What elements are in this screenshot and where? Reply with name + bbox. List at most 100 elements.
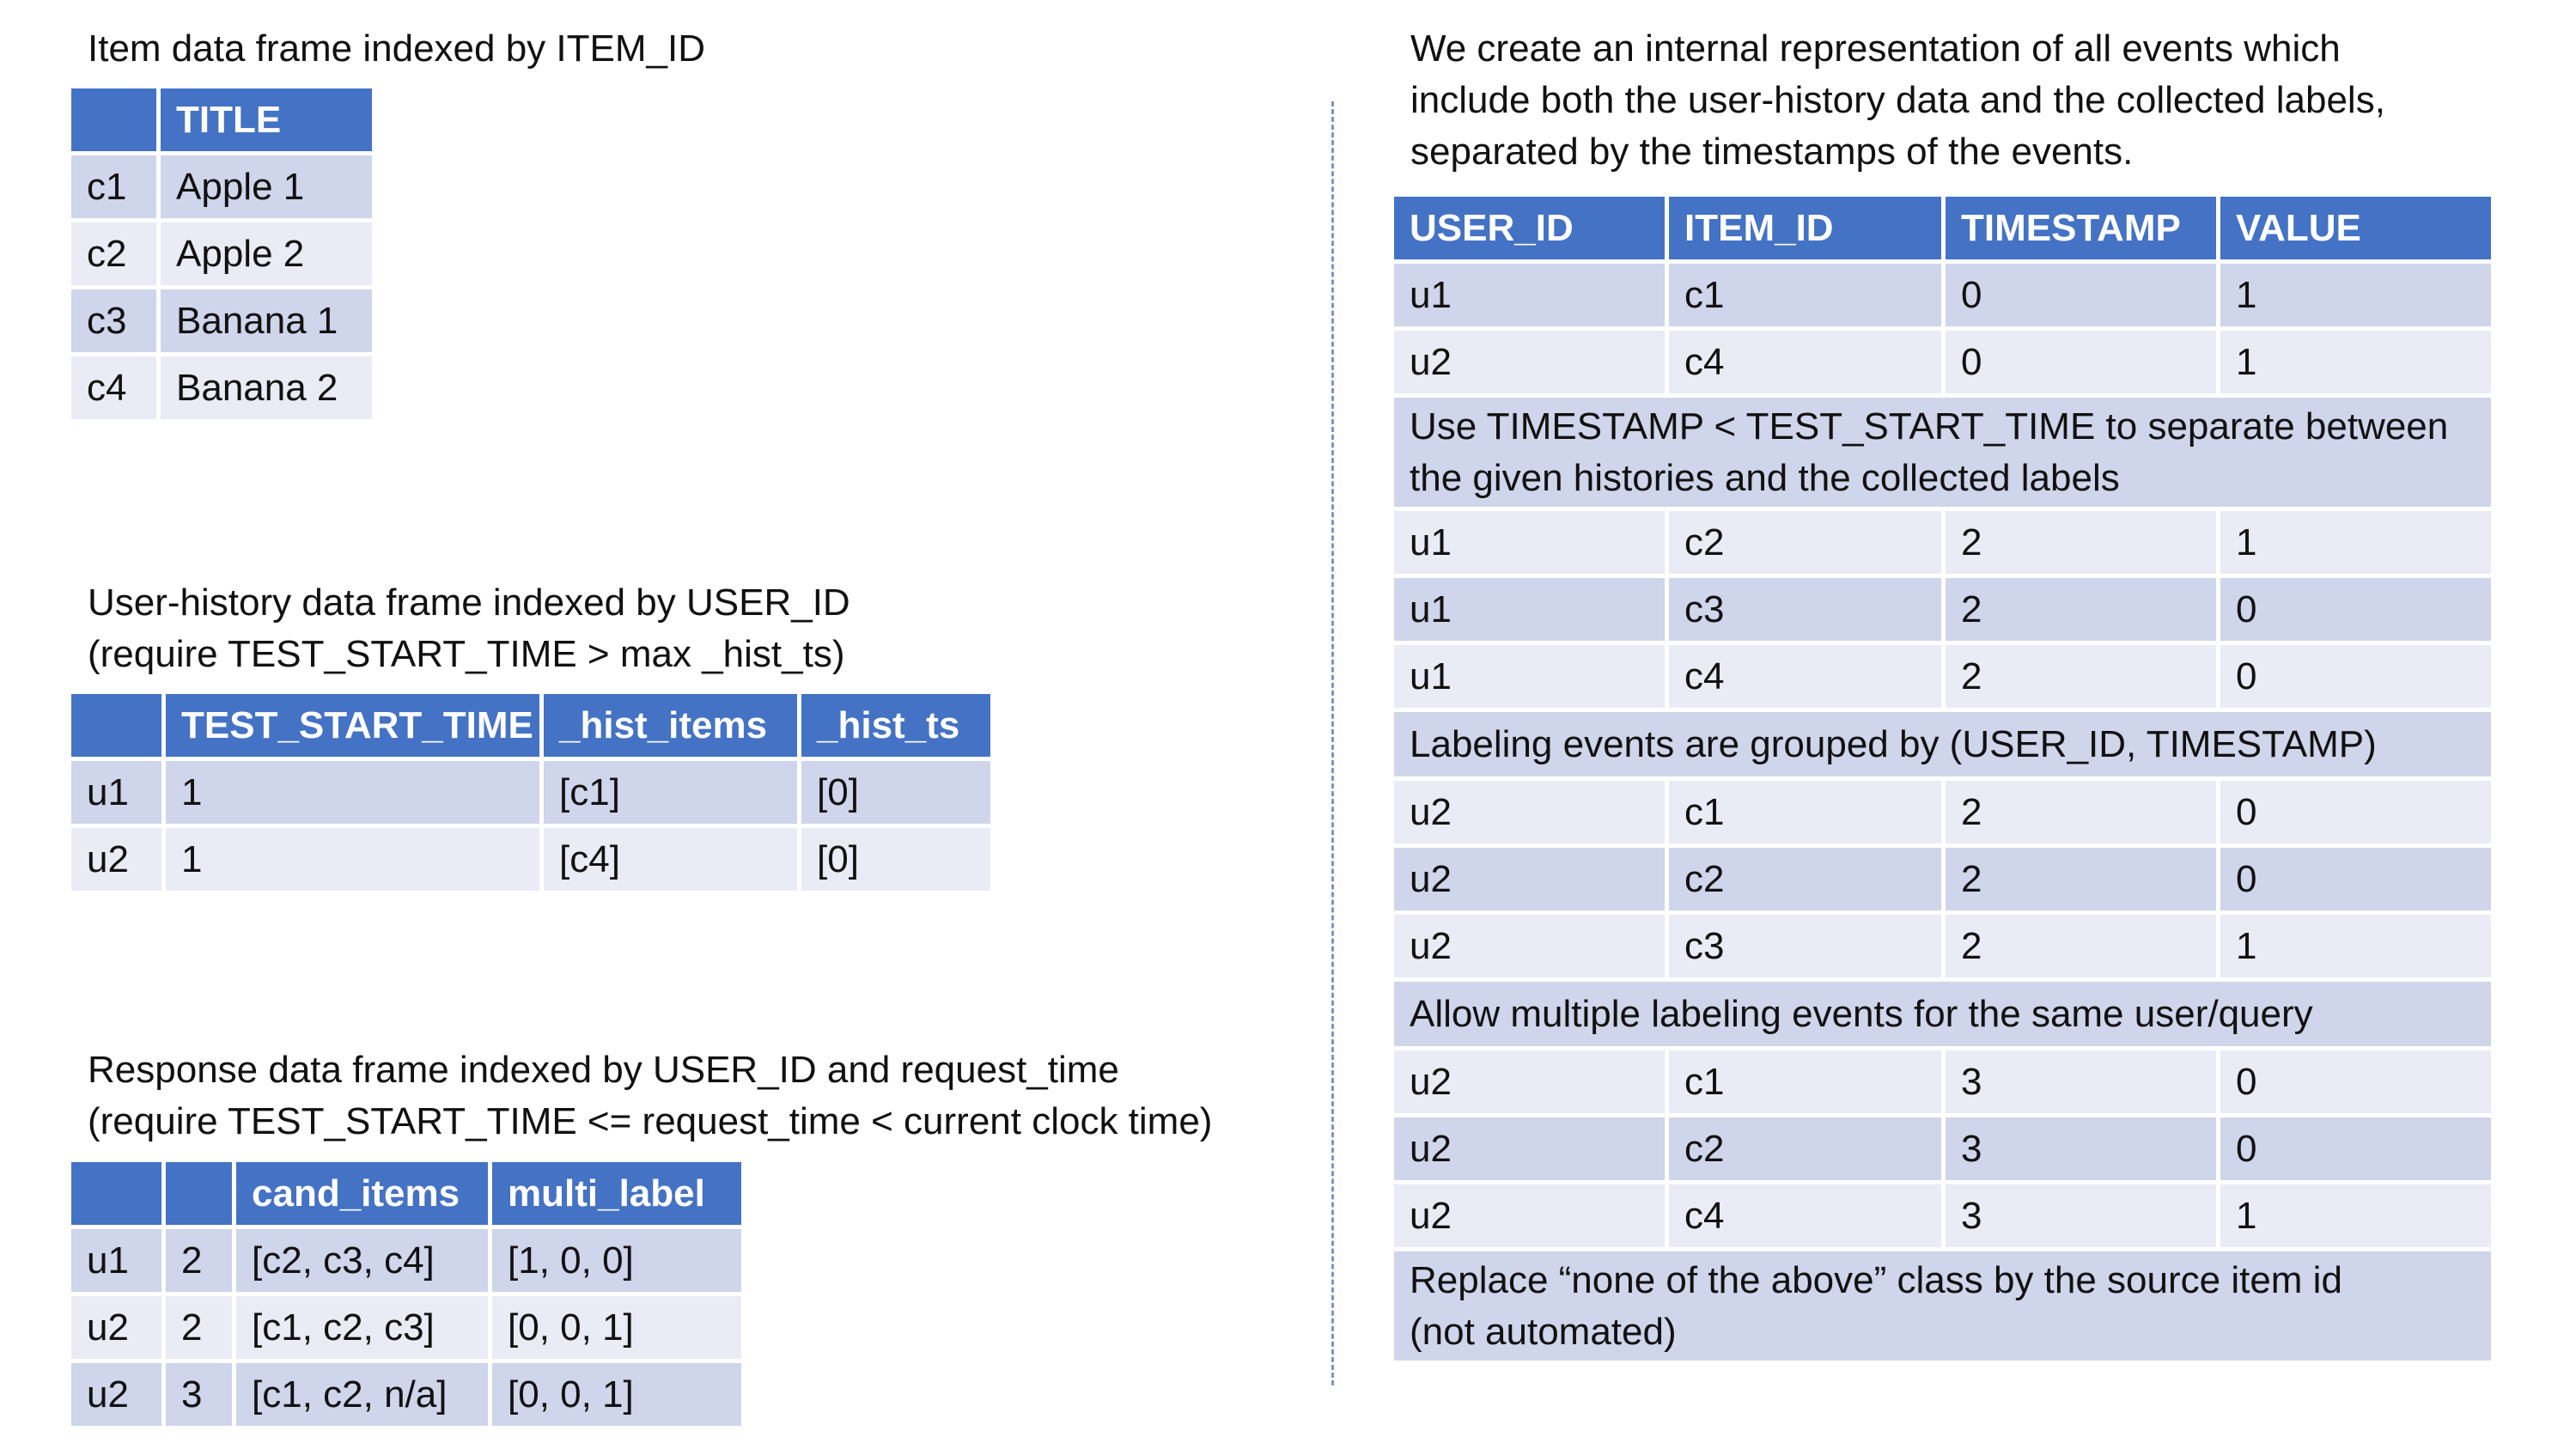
item-id-header: ITEM_ID (1665, 192, 1946, 264)
table-row: u2 1 [c4] [0] (67, 824, 995, 895)
user-id-cell: u2 (67, 1359, 166, 1430)
timestamp-cell: 0 (1941, 326, 2220, 398)
table-row: c3 Banana 1 (67, 285, 376, 356)
value-cell: 1 (2216, 910, 2495, 982)
events-caption: We create an internal representation of … (1410, 27, 2385, 173)
cand-items-cell: [c1, c2, c3] (232, 1292, 492, 1363)
item-id-cell: c4 (1665, 641, 1946, 712)
table-row: c2 Apple 2 (67, 218, 376, 289)
table-header-row: USER_ID ITEM_ID TIMESTAMP VALUE (1390, 192, 2495, 264)
table-row: c4 Banana 2 (67, 352, 376, 423)
table-row: u2 2 [c1, c2, c3] [0, 0, 1] (67, 1292, 746, 1363)
table-row: u1 2 [c2, c3, c4] [1, 0, 0] (67, 1225, 746, 1296)
timestamp-header: TIMESTAMP (1941, 192, 2220, 264)
test-start-time-cell: 1 (161, 824, 544, 895)
table-row: u2 c2 3 0 (1390, 1113, 2495, 1184)
table-row: u2 c1 2 0 (1390, 776, 2495, 848)
item-id-cell: c1 (1665, 259, 1946, 331)
user-id-cell: u2 (1390, 910, 1669, 982)
events-table: USER_ID ITEM_ID TIMESTAMP VALUE u1 c1 0 … (1390, 192, 2495, 1365)
table-header-row: TEST_START_TIME _hist_items _hist_ts (67, 690, 995, 761)
table-row: u2 c1 3 0 (1390, 1046, 2495, 1117)
hist-items-header: _hist_items (539, 690, 801, 761)
user-id-cell: u1 (67, 1225, 166, 1296)
response-caption: Response data frame indexed by USER_ID a… (88, 1049, 1213, 1142)
value-header: VALUE (2216, 192, 2495, 264)
user-history-caption: User-history data frame indexed by USER_… (88, 581, 850, 675)
table-row: u1 c1 0 1 (1390, 259, 2495, 331)
timestamp-cell: 2 (1941, 574, 2220, 645)
note-cell-timestamp-split: Use TIMESTAMP < TEST_START_TIME to separ… (1390, 393, 2495, 511)
test-start-time-cell: 1 (161, 757, 544, 828)
user-id-cell: u2 (67, 1292, 166, 1363)
user-id-cell: u2 (1390, 843, 1669, 915)
item-id-cell: c2 (1665, 843, 1946, 915)
request-time-cell: 3 (161, 1359, 236, 1430)
note-row: Labeling events are grouped by (USER_ID,… (1390, 708, 2495, 781)
index-header (67, 690, 166, 761)
item-id-cell: c2 (1665, 1113, 1946, 1184)
item-frame-caption: Item data frame indexed by ITEM_ID (88, 27, 705, 70)
table-header-row: cand_items multi_label (67, 1158, 746, 1229)
title-header: TITLE (156, 84, 376, 155)
hist-ts-header: _hist_ts (797, 690, 995, 761)
cand-items-cell: [c1, c2, n/a] (232, 1359, 492, 1430)
table-header-row: TITLE (67, 84, 376, 155)
table-row: u2 c4 0 1 (1390, 326, 2495, 398)
timestamp-cell: 3 (1941, 1180, 2220, 1251)
value-cell: 1 (2216, 259, 2495, 331)
request-time-cell: 2 (161, 1225, 236, 1296)
user-id-cell: u1 (1390, 574, 1669, 645)
item-id-cell: c4 (67, 352, 161, 423)
note-row: Replace “none of the above” class by the… (1390, 1247, 2495, 1365)
value-cell: 1 (2216, 1180, 2495, 1251)
hist-items-cell: [c1] (539, 757, 801, 828)
item-id-cell: c4 (1665, 326, 1946, 398)
value-cell: 0 (2216, 1046, 2495, 1117)
title-cell: Banana 2 (156, 352, 376, 423)
item-id-cell: c2 (1665, 507, 1946, 578)
table-row: u1 1 [c1] [0] (67, 757, 995, 828)
table-row: c1 Apple 1 (67, 151, 376, 222)
value-cell: 1 (2216, 326, 2495, 398)
item-frame-table: TITLE c1 Apple 1 c2 Apple 2 c3 Banana 1 … (67, 84, 376, 423)
test-start-time-header: TEST_START_TIME (161, 690, 544, 761)
hist-items-cell: [c4] (539, 824, 801, 895)
value-cell: 0 (2216, 1113, 2495, 1184)
timestamp-cell: 0 (1941, 259, 2220, 331)
item-id-cell: c3 (1665, 574, 1946, 645)
item-id-cell: c1 (1665, 1046, 1946, 1117)
user-id-cell: u1 (1390, 641, 1669, 712)
user-id-cell: u2 (1390, 1046, 1669, 1117)
user-id-cell: u2 (1390, 776, 1669, 848)
index-header (67, 84, 161, 155)
item-id-cell: c3 (67, 285, 161, 356)
cand-items-cell: [c2, c3, c4] (232, 1225, 492, 1296)
table-row: u1 c3 2 0 (1390, 574, 2495, 645)
multi-label-header: multi_label (488, 1158, 746, 1229)
user-id-cell: u1 (1390, 259, 1669, 331)
title-cell: Apple 2 (156, 218, 376, 289)
note-row: Allow multiple labeling events for the s… (1390, 977, 2495, 1050)
item-id-cell: c1 (1665, 776, 1946, 848)
table-row: u2 c2 2 0 (1390, 843, 2495, 915)
request-time-header (161, 1158, 236, 1229)
multi-label-cell: [0, 0, 1] (488, 1292, 746, 1363)
table-row: u2 c4 3 1 (1390, 1180, 2495, 1251)
title-cell: Apple 1 (156, 151, 376, 222)
request-time-cell: 2 (161, 1292, 236, 1363)
table-row: u1 c4 2 0 (1390, 641, 2495, 712)
user-id-header: USER_ID (1390, 192, 1669, 264)
value-cell: 0 (2216, 574, 2495, 645)
note-row: Use TIMESTAMP < TEST_START_TIME to separ… (1390, 393, 2495, 511)
user-id-cell: u2 (1390, 1113, 1669, 1184)
table-row: u1 c2 2 1 (1390, 507, 2495, 578)
timestamp-cell: 2 (1941, 641, 2220, 712)
dashed-divider (1331, 101, 1334, 1385)
user-id-cell: u2 (67, 824, 166, 895)
table-row: u2 3 [c1, c2, n/a] [0, 0, 1] (67, 1359, 746, 1430)
response-table: cand_items multi_label u1 2 [c2, c3, c4]… (67, 1158, 746, 1430)
user-id-cell: u1 (1390, 507, 1669, 578)
table-row: u2 c3 2 1 (1390, 910, 2495, 982)
hist-ts-cell: [0] (797, 824, 995, 895)
